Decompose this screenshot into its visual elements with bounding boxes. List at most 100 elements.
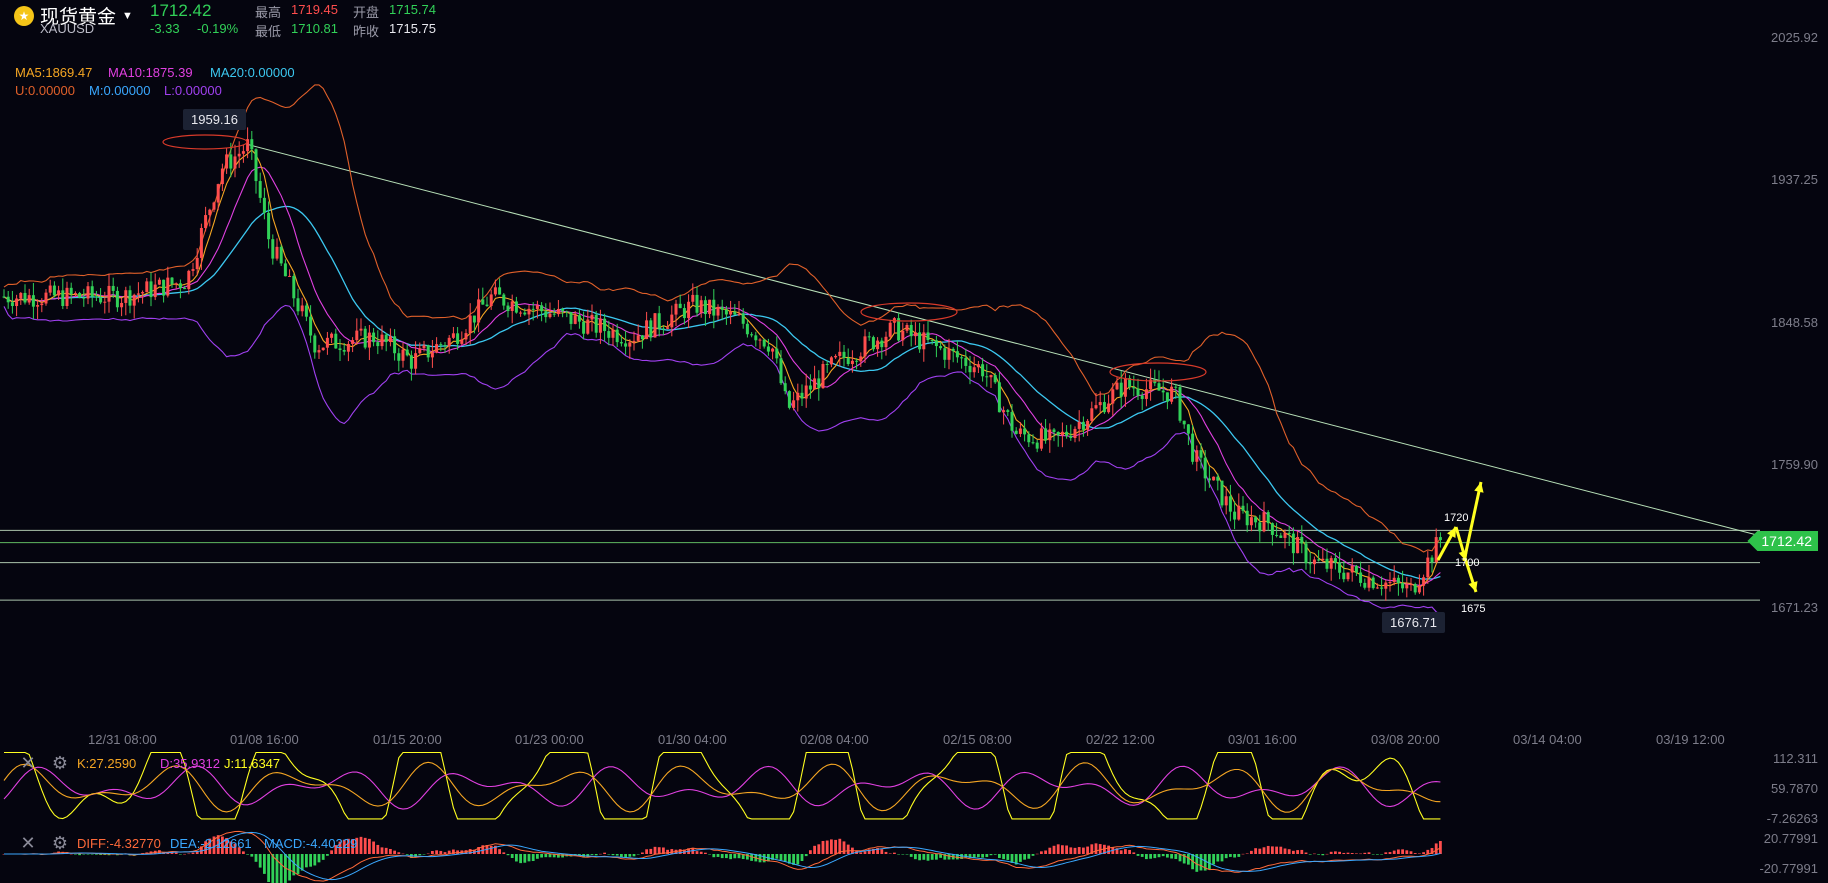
symbol-code: XAUUSD: [40, 21, 95, 36]
settings-kdj-icon[interactable]: ⚙: [51, 752, 69, 773]
candle-body: [1115, 382, 1119, 390]
macd-bar: [985, 854, 989, 857]
macd-bar: [821, 840, 825, 854]
macd-bar: [300, 854, 304, 871]
candle-body: [976, 364, 980, 368]
candle-body: [355, 330, 359, 341]
candle-body: [1111, 389, 1115, 404]
macd-bar: [746, 854, 749, 860]
macd-bar: [426, 853, 430, 855]
macd-bar: [733, 854, 737, 859]
macd-bar: [1178, 854, 1182, 862]
candle-body: [99, 297, 103, 303]
macd-bar: [1161, 854, 1165, 857]
candle-body: [1367, 577, 1371, 588]
candle-body: [208, 209, 212, 216]
candle-body: [300, 305, 304, 312]
macd-bar: [918, 854, 921, 861]
candle-body: [754, 335, 758, 341]
candle-body: [57, 290, 61, 296]
candle-body: [1014, 430, 1018, 434]
trendline: [248, 144, 1771, 539]
settings-macd-icon[interactable]: ⚙: [51, 832, 69, 853]
macd-bar: [1338, 851, 1341, 854]
candle-body: [1371, 577, 1375, 589]
macd-bar: [1216, 854, 1220, 862]
time-tick: 02/22 12:00: [1086, 732, 1155, 747]
candle-body: [1233, 511, 1237, 520]
macd-bar: [1086, 846, 1089, 854]
macd-bar: [229, 841, 233, 854]
time-tick: 03/14 04:00: [1513, 732, 1582, 747]
macd-bar: [1321, 854, 1325, 856]
candle-body: [94, 296, 98, 298]
candle-body: [1317, 559, 1321, 561]
macd-bar: [720, 854, 724, 859]
candle-body: [1258, 522, 1262, 532]
macd-bar: [439, 850, 443, 854]
candle-body: [36, 305, 40, 307]
macd-bar: [1271, 846, 1274, 854]
macd-bar: [1132, 852, 1136, 854]
candle-body: [922, 332, 926, 350]
macd-bar: [397, 852, 401, 854]
macd-bar: [909, 854, 913, 857]
macd-bar: [1392, 850, 1396, 854]
candle-body: [624, 343, 628, 347]
macd-bar: [418, 854, 422, 856]
macd-bar: [489, 845, 493, 854]
macd-bar: [326, 854, 329, 856]
macd-bar: [317, 854, 321, 863]
symbol-header[interactable]: ★ 现货黄金 ▼: [14, 2, 133, 29]
macd-bar: [1401, 849, 1404, 854]
macd-bar: [628, 854, 632, 857]
macd-bar: [279, 854, 283, 883]
candle-body: [1182, 420, 1186, 425]
candle-body: [850, 360, 854, 365]
close-macd-icon[interactable]: ✕: [20, 832, 36, 853]
candle-body: [338, 348, 342, 351]
candle-body: [1237, 505, 1241, 520]
macd-dea-line: [4, 831, 1441, 881]
macd-bar: [939, 854, 942, 858]
candle-body: [1262, 512, 1266, 532]
macd-bar: [1048, 847, 1052, 854]
candle-body: [1228, 496, 1232, 512]
candle-body: [876, 340, 880, 350]
close-kdj-icon[interactable]: ✕: [20, 752, 36, 773]
macd-bar: [90, 854, 94, 855]
macd-bar: [233, 843, 237, 854]
candle-body: [1090, 408, 1094, 421]
candle-body: [598, 318, 602, 333]
macd-bar: [1254, 848, 1257, 854]
candle-body: [2, 296, 6, 298]
candle-body: [968, 365, 972, 373]
candle-body: [170, 277, 174, 285]
macd-bar: [1397, 849, 1400, 854]
candle-body: [1254, 517, 1258, 523]
candle-body: [456, 333, 460, 344]
candle-body: [640, 335, 644, 340]
macd-bar: [309, 854, 312, 867]
arrow-up-1720-head: [1447, 527, 1456, 538]
candle-body: [951, 348, 955, 352]
macd-bar: [880, 849, 884, 854]
candle-body: [699, 300, 703, 313]
time-tick: 01/23 00:00: [515, 732, 584, 747]
macd-bar: [2, 854, 6, 855]
candle-body: [674, 303, 678, 315]
macd-bar: [200, 846, 203, 854]
candle-body: [464, 333, 468, 340]
macd-bar: [657, 847, 661, 854]
candle-body: [418, 348, 422, 354]
prev-close-label: 昨收: [353, 24, 380, 39]
candle-body: [472, 315, 476, 323]
chevron-down-icon[interactable]: ▼: [122, 9, 133, 22]
macd-bar: [422, 854, 426, 855]
macd-bar: [1342, 852, 1346, 854]
candle-body: [313, 335, 317, 353]
candle-body: [901, 330, 905, 341]
candle-body: [1081, 421, 1085, 430]
